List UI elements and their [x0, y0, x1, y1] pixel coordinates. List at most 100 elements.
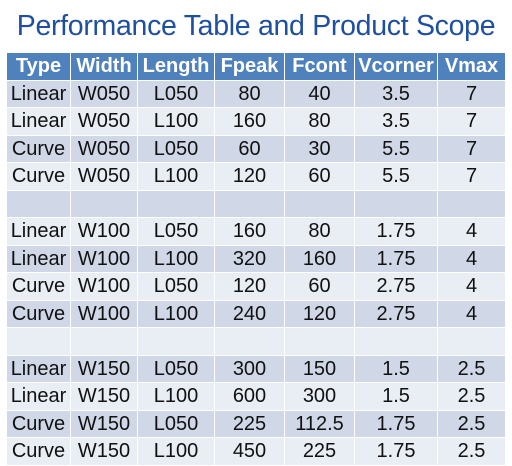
cell-vmax: 7 — [437, 162, 506, 191]
cell-width: W100 — [70, 272, 138, 301]
cell-vcorner: 1.75 — [354, 437, 438, 466]
cell-width: W150 — [70, 437, 138, 466]
spacer-row — [6, 327, 506, 356]
cell-vmax: 7 — [437, 79, 506, 108]
cell-fcont: 80 — [284, 217, 355, 246]
table-row: Curve W150 L050 225 112.5 1.75 2.5 — [6, 409, 506, 438]
table-row: Linear W100 L050 160 80 1.75 4 — [6, 217, 506, 246]
cell-width: W050 — [70, 107, 138, 136]
cell-length: L100 — [137, 107, 215, 136]
cell-vcorner: 5.5 — [354, 162, 438, 191]
cell-fpeak: 60 — [214, 134, 285, 163]
table-row: Linear W150 L100 600 300 1.5 2.5 — [6, 382, 506, 411]
cell-fpeak: 80 — [214, 79, 285, 108]
cell-width: W150 — [70, 409, 138, 438]
cell-type: Linear — [6, 79, 71, 108]
cell-type: Linear — [6, 244, 71, 273]
column-header-fpeak: Fpeak — [214, 52, 285, 81]
cell-vmax: 7 — [437, 134, 506, 163]
cell-vcorner: 2.75 — [354, 272, 438, 301]
cell-length: L100 — [137, 437, 215, 466]
cell-length — [137, 327, 215, 356]
cell-length: L050 — [137, 79, 215, 108]
cell-length: L100 — [137, 382, 215, 411]
column-header-width: Width — [70, 52, 138, 81]
cell-width: W050 — [70, 79, 138, 108]
column-header-fcont: Fcont — [284, 52, 355, 81]
cell-width: W100 — [70, 244, 138, 273]
cell-type: Curve — [6, 134, 71, 163]
cell-vmax: 4 — [437, 244, 506, 273]
cell-length: L050 — [137, 134, 215, 163]
cell-type — [6, 327, 71, 356]
cell-fpeak: 300 — [214, 354, 285, 383]
cell-length: L050 — [137, 354, 215, 383]
cell-fpeak — [214, 189, 285, 218]
cell-type: Linear — [6, 354, 71, 383]
cell-vmax — [437, 189, 506, 218]
cell-vcorner: 2.75 — [354, 299, 438, 328]
cell-fpeak: 160 — [214, 107, 285, 136]
cell-width — [70, 327, 138, 356]
cell-length: L100 — [137, 299, 215, 328]
cell-type: Linear — [6, 107, 71, 136]
cell-fpeak: 120 — [214, 162, 285, 191]
cell-fpeak: 600 — [214, 382, 285, 411]
cell-vcorner — [354, 327, 438, 356]
cell-vmax: 2.5 — [437, 437, 506, 466]
cell-length: L100 — [137, 162, 215, 191]
cell-length: L050 — [137, 409, 215, 438]
cell-fcont: 80 — [284, 107, 355, 136]
cell-fcont: 60 — [284, 162, 355, 191]
cell-vmax: 7 — [437, 107, 506, 136]
cell-vmax: 4 — [437, 272, 506, 301]
cell-vcorner — [354, 189, 438, 218]
table-row: Curve W050 L050 60 30 5.5 7 — [6, 134, 506, 163]
cell-fpeak: 320 — [214, 244, 285, 273]
cell-fpeak: 120 — [214, 272, 285, 301]
cell-vcorner: 1.5 — [354, 382, 438, 411]
cell-type: Curve — [6, 437, 71, 466]
cell-vmax: 2.5 — [437, 382, 506, 411]
cell-fcont — [284, 189, 355, 218]
cell-fcont: 40 — [284, 79, 355, 108]
table-row: Curve W150 L100 450 225 1.75 2.5 — [6, 437, 506, 466]
cell-fcont: 112.5 — [284, 409, 355, 438]
table-row: Linear W100 L100 320 160 1.75 4 — [6, 244, 506, 273]
column-header-length: Length — [137, 52, 215, 81]
cell-type: Curve — [6, 272, 71, 301]
cell-type: Linear — [6, 217, 71, 246]
cell-fcont: 120 — [284, 299, 355, 328]
cell-fcont: 225 — [284, 437, 355, 466]
cell-length — [137, 189, 215, 218]
cell-fcont: 60 — [284, 272, 355, 301]
table-row: Linear W150 L050 300 150 1.5 2.5 — [6, 354, 506, 383]
cell-vmax — [437, 327, 506, 356]
cell-length: L100 — [137, 244, 215, 273]
cell-fcont — [284, 327, 355, 356]
cell-fpeak: 240 — [214, 299, 285, 328]
column-header-vmax: Vmax — [437, 52, 506, 81]
cell-width: W150 — [70, 382, 138, 411]
cell-fcont: 150 — [284, 354, 355, 383]
cell-type: Curve — [6, 409, 71, 438]
cell-fpeak: 160 — [214, 217, 285, 246]
cell-vcorner: 1.5 — [354, 354, 438, 383]
column-header-type: Type — [6, 52, 71, 81]
table-row: Curve W100 L100 240 120 2.75 4 — [6, 299, 506, 328]
cell-type: Curve — [6, 162, 71, 191]
cell-type: Linear — [6, 382, 71, 411]
spacer-row — [6, 189, 506, 218]
cell-vcorner: 5.5 — [354, 134, 438, 163]
page-title: Performance Table and Product Scope — [16, 9, 496, 42]
cell-width: W050 — [70, 134, 138, 163]
cell-width — [70, 189, 138, 218]
cell-vmax: 2.5 — [437, 354, 506, 383]
cell-width: W100 — [70, 299, 138, 328]
cell-fpeak — [214, 327, 285, 356]
cell-fcont: 30 — [284, 134, 355, 163]
table-row: Curve W100 L050 120 60 2.75 4 — [6, 272, 506, 301]
column-header-vcorner: Vcorner — [354, 52, 438, 81]
cell-type: Curve — [6, 299, 71, 328]
cell-type — [6, 189, 71, 218]
